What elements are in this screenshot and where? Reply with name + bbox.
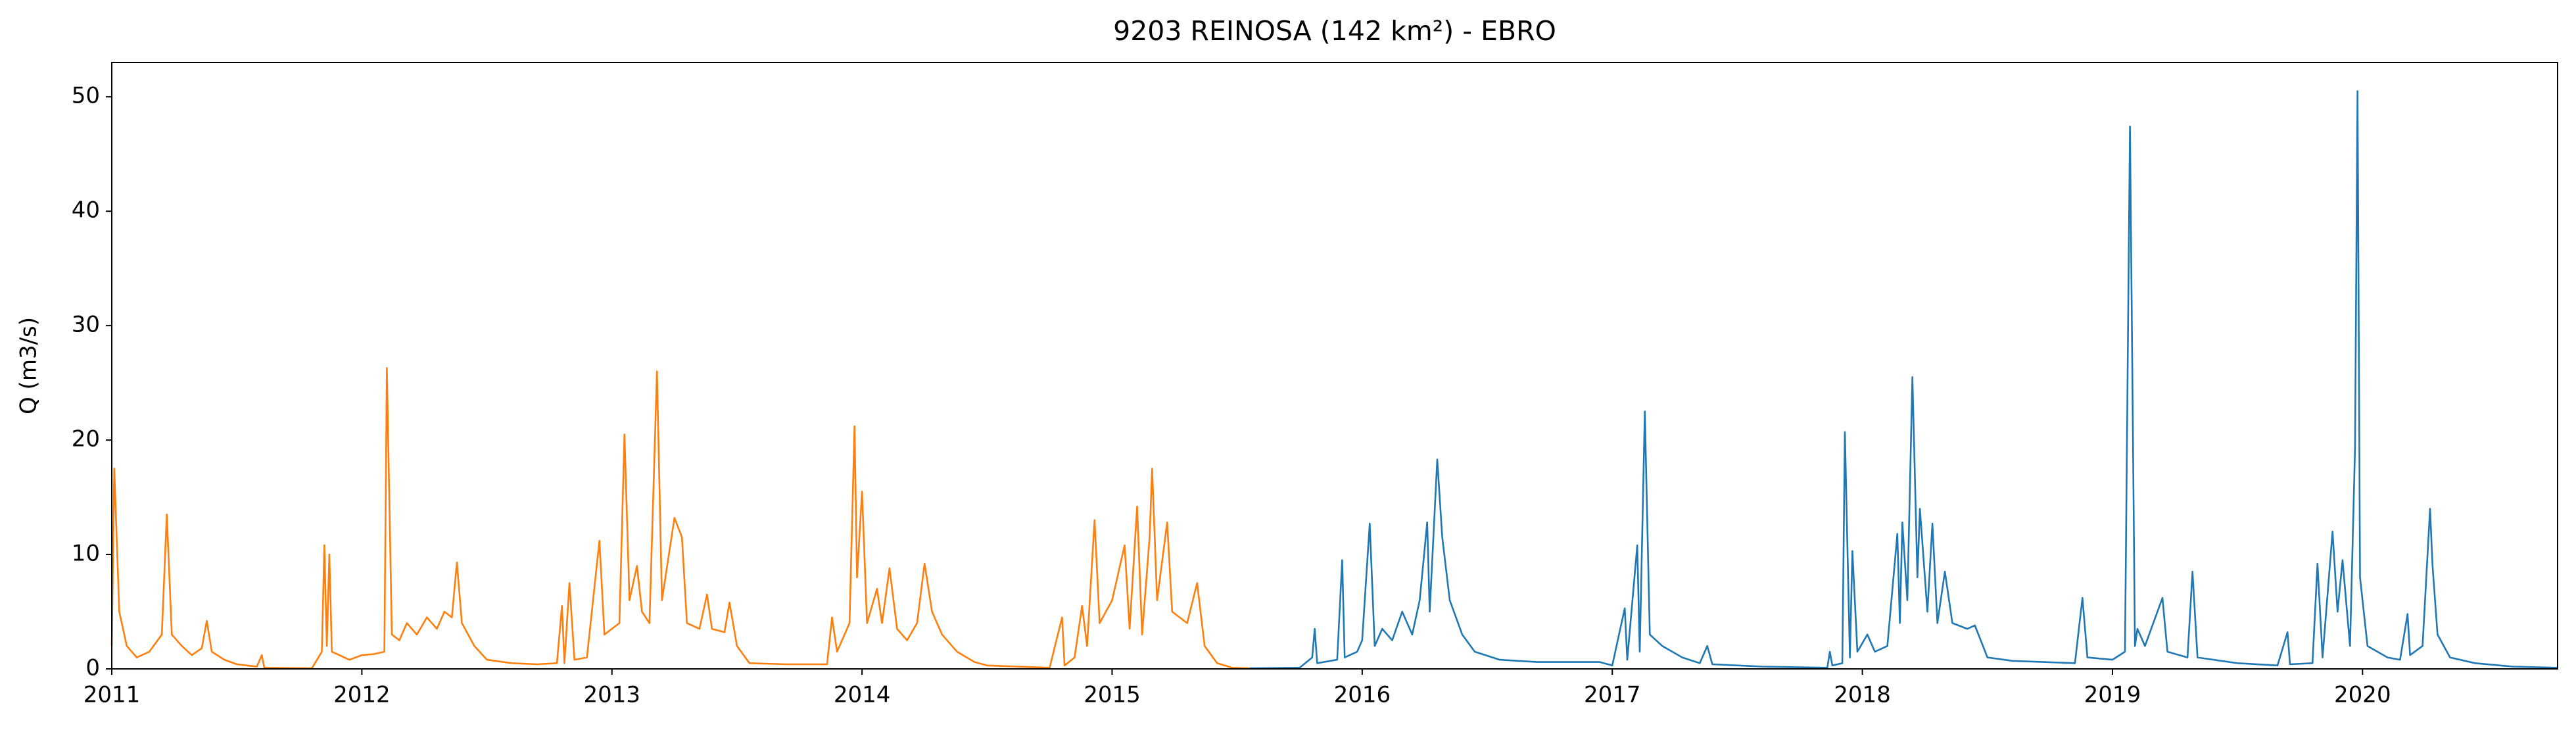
x-tick-label: 2020	[2334, 682, 2391, 708]
x-tick-label: 2015	[1084, 682, 1141, 708]
x-tick-label: 2016	[1334, 682, 1391, 708]
y-tick-label: 0	[85, 655, 100, 681]
x-tick-label: 2018	[1834, 682, 1891, 708]
y-tick-label: 10	[72, 541, 100, 567]
chart-title: 9203 REINOSA (142 km²) - EBRO	[1113, 15, 1556, 47]
x-tick-label: 2017	[1584, 682, 1641, 708]
series-line	[1249, 90, 2558, 670]
y-tick-label: 20	[72, 426, 100, 453]
x-tick-label: 2012	[333, 682, 391, 708]
y-tick-label: 40	[72, 197, 100, 224]
series-line	[110, 367, 1250, 670]
y-tick-label: 50	[72, 83, 100, 109]
y-tick-label: 30	[72, 312, 100, 338]
plot-frame	[111, 62, 2558, 670]
x-tick-label: 2013	[583, 682, 640, 708]
x-tick-label: 2011	[83, 682, 141, 708]
x-tick-label: 2014	[834, 682, 891, 708]
y-axis-label: Q (m3/s)	[16, 317, 42, 414]
x-tick-label: 2019	[2084, 682, 2141, 708]
